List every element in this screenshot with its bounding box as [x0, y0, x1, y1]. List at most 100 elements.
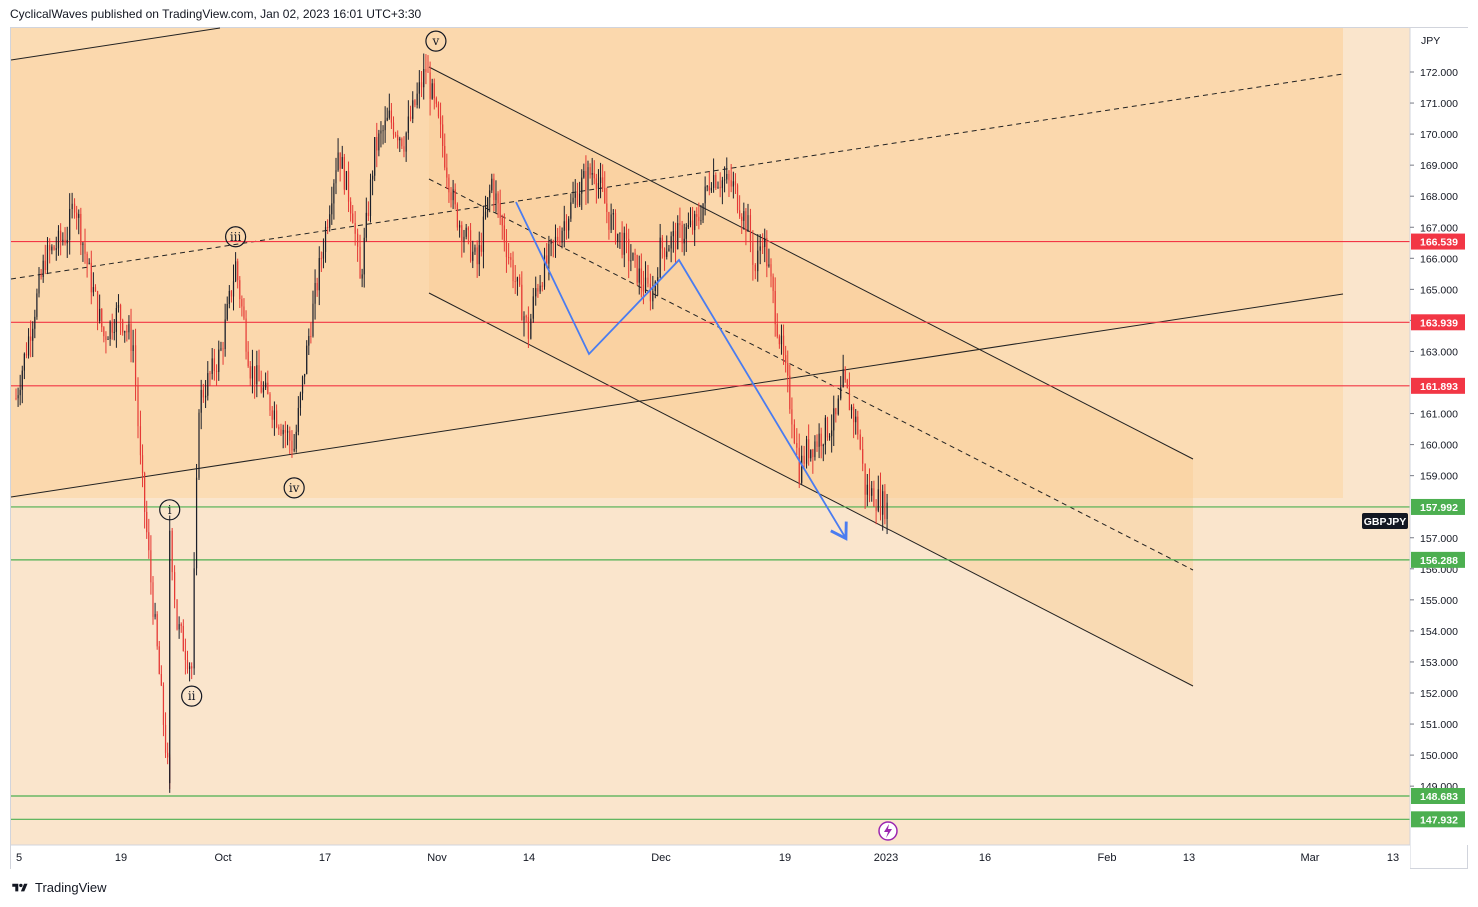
- candle-body-201: [444, 145, 446, 168]
- candle-body-3: [21, 370, 23, 390]
- candle-body-181: [401, 138, 403, 147]
- candle-body-399: [875, 506, 877, 511]
- candle-body-134: [301, 376, 304, 394]
- candle-body-62: [148, 532, 150, 551]
- candle-body-115: [260, 381, 262, 393]
- candle-body-144: [322, 251, 325, 259]
- candle-body-187: [414, 100, 416, 106]
- candle-body-323: [708, 186, 710, 191]
- lightning-icon: [884, 824, 892, 838]
- candle-body-21: [60, 230, 62, 242]
- candle-body-226: [497, 193, 499, 204]
- candle-body-101: [230, 290, 233, 297]
- event-marker-icon: [878, 821, 898, 841]
- candle-body-110: [249, 366, 251, 379]
- candle-body-209: [461, 225, 463, 242]
- candle-body-64: [152, 582, 154, 617]
- candle-body-157: [350, 201, 352, 214]
- candle-body-47: [115, 307, 117, 332]
- candle-body-340: [745, 211, 747, 232]
- candle-body-196: [433, 83, 435, 99]
- candle-body-309: [679, 223, 681, 226]
- falling-channel-fill: [429, 67, 1193, 686]
- x-tick-label-13: 13: [1387, 852, 1399, 864]
- candle-body-377: [826, 417, 829, 438]
- candle-body-251: [552, 240, 554, 243]
- candle-body-302: [663, 248, 666, 257]
- candle-body-66: [156, 614, 158, 647]
- candle-body-213: [469, 230, 472, 261]
- candle-body-287: [630, 260, 632, 262]
- upper-rising-line: [10, 27, 221, 61]
- candle-body-398: [873, 488, 875, 507]
- candle-body-318: [698, 216, 700, 221]
- candle-body-350: [768, 264, 770, 267]
- x-tick-label-11: 13: [1183, 852, 1195, 864]
- candle-body-69: [162, 685, 165, 725]
- candle-body-34: [88, 262, 90, 265]
- candle-body-326: [715, 175, 717, 188]
- price-badge-0: [1411, 233, 1465, 250]
- candle-body-385: [844, 369, 846, 380]
- candle-body-240: [527, 316, 529, 339]
- y-tick-label-17: 168.000: [1420, 191, 1458, 203]
- candle-body-400: [877, 489, 879, 511]
- y-tick-label-14: 165.000: [1420, 284, 1458, 296]
- candle-body-228: [501, 217, 503, 226]
- candle-body-256: [563, 221, 565, 231]
- candle-body-229: [503, 225, 505, 243]
- candle-body-224: [493, 178, 495, 201]
- x-tick-label-2: Oct: [214, 852, 231, 864]
- projection-path: [515, 201, 848, 541]
- candle-body-375: [822, 444, 824, 447]
- candle-body-37: [94, 287, 97, 292]
- candle-body-8: [32, 328, 34, 341]
- candle-body-382: [837, 398, 839, 415]
- candle-body-245: [539, 285, 541, 292]
- tradingview-footer[interactable]: TradingView: [10, 880, 107, 895]
- candle-body-282: [619, 232, 621, 234]
- candle-body-90: [207, 373, 209, 396]
- y-tick-label-2: 151.000: [1420, 719, 1458, 731]
- candle-body-135: [304, 373, 306, 377]
- candle-body-259: [570, 202, 572, 219]
- candle-body-253: [557, 236, 559, 241]
- candle-body-102: [232, 281, 235, 297]
- candle-body-352: [772, 276, 774, 291]
- candle-body-16: [49, 245, 51, 251]
- candle-body-170: [378, 133, 380, 151]
- candle-body-258: [568, 218, 570, 231]
- y-tick-label-4: 153.000: [1420, 657, 1458, 669]
- candle-body-315: [691, 220, 694, 231]
- candle-body-160: [357, 233, 359, 247]
- candle-body-261: [574, 193, 576, 198]
- candle-body-185: [409, 116, 412, 119]
- candle-body-67: [158, 646, 160, 675]
- candle-body-331: [726, 173, 728, 180]
- price-badge-text-4: 156.288: [1420, 555, 1458, 567]
- candle-body-25: [69, 208, 71, 240]
- candle-body-143: [320, 258, 322, 260]
- candle-body-257: [565, 221, 568, 231]
- wave-circle-iii: [225, 226, 247, 248]
- candle-body-131: [295, 431, 297, 449]
- candle-body-280: [614, 213, 617, 243]
- candle-body-122: [275, 410, 278, 427]
- falling-lower-line: [428, 292, 1194, 687]
- candle-body-289: [634, 252, 636, 255]
- candle-body-76: [176, 599, 178, 630]
- candle-body-52: [126, 331, 128, 333]
- x-tick-label-12: Mar: [1301, 852, 1320, 864]
- candle-body-96: [220, 348, 222, 350]
- candle-body-191: [423, 68, 425, 88]
- candle-body-26: [71, 203, 73, 209]
- y-tick-label-15: 166.000: [1420, 253, 1458, 265]
- candle-body-92: [211, 358, 213, 374]
- candle-body-103: [235, 261, 237, 282]
- candle-body-106: [241, 299, 243, 307]
- price-badge-3: [1411, 498, 1465, 515]
- candle-body-272: [597, 183, 600, 189]
- candle-body-370: [812, 449, 814, 458]
- candle-body-316: [694, 214, 696, 231]
